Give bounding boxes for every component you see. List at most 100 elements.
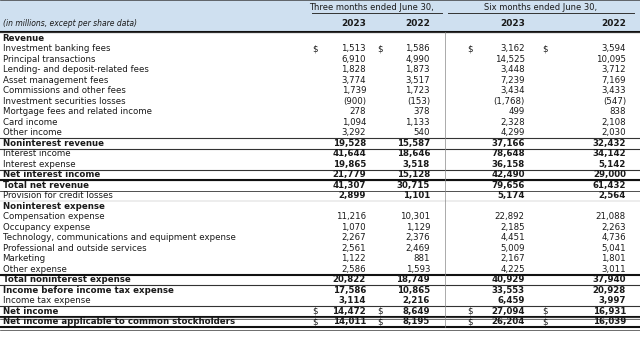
Text: Commissions and other fees: Commissions and other fees xyxy=(3,86,125,95)
Text: Asset management fees: Asset management fees xyxy=(3,76,108,85)
Text: 7,239: 7,239 xyxy=(500,76,525,85)
Text: 37,940: 37,940 xyxy=(593,275,626,284)
Text: $: $ xyxy=(312,307,318,316)
Text: 2023: 2023 xyxy=(341,19,366,27)
Text: 1,094: 1,094 xyxy=(342,118,366,127)
Text: Net interest income: Net interest income xyxy=(3,170,100,179)
Text: $: $ xyxy=(312,44,318,53)
Text: (900): (900) xyxy=(343,97,366,106)
Text: 14,472: 14,472 xyxy=(332,307,366,316)
Text: 27,094: 27,094 xyxy=(492,307,525,316)
Text: 2,030: 2,030 xyxy=(602,128,626,137)
Text: (1,768): (1,768) xyxy=(493,97,525,106)
Text: 19,865: 19,865 xyxy=(333,160,366,169)
Text: 2,263: 2,263 xyxy=(602,223,626,232)
Text: 1,101: 1,101 xyxy=(403,191,430,200)
Text: 2022: 2022 xyxy=(405,19,430,27)
Text: Marketing: Marketing xyxy=(3,254,45,263)
Text: 3,448: 3,448 xyxy=(500,65,525,74)
Text: 3,434: 3,434 xyxy=(500,86,525,95)
Text: 1,723: 1,723 xyxy=(406,86,430,95)
Text: 5,041: 5,041 xyxy=(602,244,626,253)
Text: 4,299: 4,299 xyxy=(500,128,525,137)
Text: 3,114: 3,114 xyxy=(339,296,366,305)
Text: Net income applicable to common stockholders: Net income applicable to common stockhol… xyxy=(3,317,235,326)
Text: 29,000: 29,000 xyxy=(593,170,626,179)
Text: 1,586: 1,586 xyxy=(406,44,430,53)
Text: 3,997: 3,997 xyxy=(598,296,626,305)
Text: Income tax expense: Income tax expense xyxy=(3,296,90,305)
Text: 34,142: 34,142 xyxy=(592,149,626,158)
Text: 4,451: 4,451 xyxy=(500,233,525,242)
Text: 79,656: 79,656 xyxy=(492,181,525,190)
Text: Three months ended June 30,: Three months ended June 30, xyxy=(309,2,433,11)
Text: Other income: Other income xyxy=(3,128,61,137)
Text: 278: 278 xyxy=(349,107,366,116)
Text: 2022: 2022 xyxy=(601,19,626,27)
Text: 2,564: 2,564 xyxy=(598,191,626,200)
Text: 4,990: 4,990 xyxy=(406,55,430,64)
Text: Noninterest expense: Noninterest expense xyxy=(3,202,104,211)
Text: 3,774: 3,774 xyxy=(342,76,366,85)
Text: 1,133: 1,133 xyxy=(406,118,430,127)
Text: Technology, communications and equipment expense: Technology, communications and equipment… xyxy=(3,233,236,242)
Text: Net income: Net income xyxy=(3,307,58,316)
Text: Noninterest revenue: Noninterest revenue xyxy=(3,139,104,148)
Text: 1,873: 1,873 xyxy=(406,65,430,74)
Text: 5,009: 5,009 xyxy=(500,244,525,253)
Text: $: $ xyxy=(378,307,383,316)
Text: 37,166: 37,166 xyxy=(492,139,525,148)
Text: 881: 881 xyxy=(413,254,430,263)
Text: 2023: 2023 xyxy=(500,19,525,27)
Text: Investment securities losses: Investment securities losses xyxy=(3,97,125,106)
Text: Interest expense: Interest expense xyxy=(3,160,75,169)
Text: 7,169: 7,169 xyxy=(602,76,626,85)
Text: 10,095: 10,095 xyxy=(596,55,626,64)
Text: 540: 540 xyxy=(413,128,430,137)
Text: 26,204: 26,204 xyxy=(492,317,525,326)
Text: Lending- and deposit-related fees: Lending- and deposit-related fees xyxy=(3,65,148,74)
Text: 20,928: 20,928 xyxy=(593,286,626,295)
Text: $: $ xyxy=(312,317,318,326)
Text: 78,648: 78,648 xyxy=(491,149,525,158)
Text: 2,267: 2,267 xyxy=(342,233,366,242)
Text: 2,561: 2,561 xyxy=(342,244,366,253)
Text: Principal transactions: Principal transactions xyxy=(3,55,95,64)
Text: 41,307: 41,307 xyxy=(333,181,366,190)
Text: 378: 378 xyxy=(413,107,430,116)
Text: 8,195: 8,195 xyxy=(403,317,430,326)
Text: 11,216: 11,216 xyxy=(336,212,366,221)
Text: 2,469: 2,469 xyxy=(406,244,430,253)
Text: 30,715: 30,715 xyxy=(397,181,430,190)
Text: $: $ xyxy=(467,317,473,326)
Text: 16,931: 16,931 xyxy=(593,307,626,316)
Text: 1,739: 1,739 xyxy=(342,86,366,95)
Text: 40,929: 40,929 xyxy=(492,275,525,284)
Text: 21,088: 21,088 xyxy=(596,212,626,221)
Text: (547): (547) xyxy=(603,97,626,106)
Text: 17,586: 17,586 xyxy=(333,286,366,295)
Text: $: $ xyxy=(543,307,548,316)
Text: Compensation expense: Compensation expense xyxy=(3,212,104,221)
Text: 42,490: 42,490 xyxy=(492,170,525,179)
Text: 2,108: 2,108 xyxy=(602,118,626,127)
Text: 3,517: 3,517 xyxy=(406,76,430,85)
Text: 2,899: 2,899 xyxy=(339,191,366,200)
Text: Revenue: Revenue xyxy=(3,34,45,43)
Text: 18,646: 18,646 xyxy=(397,149,430,158)
Text: Total noninterest expense: Total noninterest expense xyxy=(3,275,131,284)
Text: 8,649: 8,649 xyxy=(403,307,430,316)
Text: 3,162: 3,162 xyxy=(500,44,525,53)
Text: 3,011: 3,011 xyxy=(602,265,626,274)
Text: 2,586: 2,586 xyxy=(342,265,366,274)
Text: 16,039: 16,039 xyxy=(593,317,626,326)
Text: 32,432: 32,432 xyxy=(593,139,626,148)
Text: 14,525: 14,525 xyxy=(495,55,525,64)
Text: 33,553: 33,553 xyxy=(492,286,525,295)
Text: Card income: Card income xyxy=(3,118,57,127)
Text: 4,225: 4,225 xyxy=(500,265,525,274)
Text: 36,158: 36,158 xyxy=(492,160,525,169)
Text: 15,128: 15,128 xyxy=(397,170,430,179)
Text: Professional and outside services: Professional and outside services xyxy=(3,244,146,253)
Text: 6,459: 6,459 xyxy=(497,296,525,305)
